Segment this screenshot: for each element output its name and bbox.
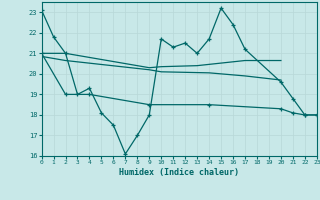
- X-axis label: Humidex (Indice chaleur): Humidex (Indice chaleur): [119, 168, 239, 177]
